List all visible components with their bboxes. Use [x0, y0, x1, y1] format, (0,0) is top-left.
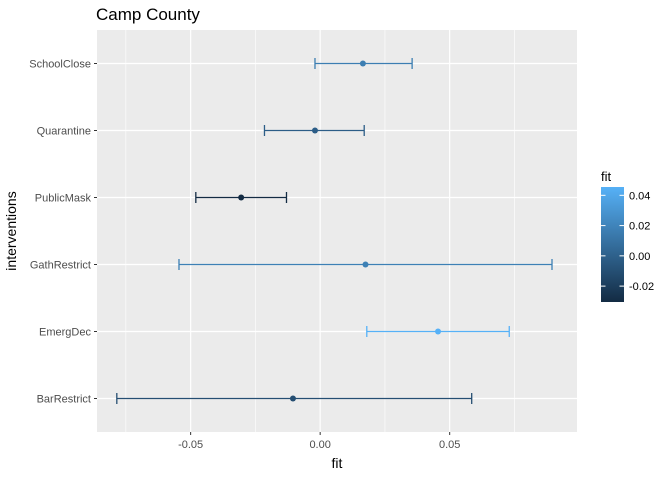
legend-colorbar: [601, 187, 624, 302]
point-PublicMask: [238, 194, 245, 201]
legend-title: fit: [601, 169, 612, 184]
grid-minor: [125, 30, 515, 432]
y-axis: SchoolClose Quarantine PublicMask GathRestr…: [29, 59, 97, 406]
point-GathRestrict: [362, 261, 369, 268]
legend: fit 0.04 0.02 0.00 -0.02: [601, 169, 654, 302]
chart-title: Camp County: [96, 5, 200, 24]
legend-tick-label: -0.02: [629, 281, 654, 293]
y-tick-label: PublicMask: [35, 193, 92, 205]
y-tick-label: BarRestrict: [37, 394, 91, 406]
x-axis-title: fit: [332, 455, 343, 471]
legend-tick-label: 0.00: [629, 251, 650, 263]
plot-panel: [97, 30, 577, 432]
point-SchoolClose: [359, 60, 366, 67]
point-Quarantine: [311, 127, 318, 134]
y-tick-label: Quarantine: [37, 126, 91, 138]
point-BarRestrict: [289, 395, 296, 402]
legend-tick-label: 0.02: [629, 221, 650, 233]
x-tick-label: 0.05: [439, 439, 460, 451]
y-tick-label: GathRestrict: [30, 260, 91, 272]
x-tick-label: 0.00: [309, 439, 330, 451]
y-axis-title: interventions: [3, 191, 19, 270]
legend-tick-label: 0.04: [629, 190, 650, 202]
y-tick-label: EmergDec: [39, 327, 91, 339]
legend-ticks: 0.04 0.02 0.00 -0.02: [601, 190, 654, 293]
y-tick-label: SchoolClose: [29, 59, 91, 71]
x-axis: -0.05 0.00 0.05: [178, 432, 460, 451]
x-tick-label: -0.05: [178, 439, 203, 451]
series: [116, 58, 553, 404]
point-EmergDec: [435, 328, 442, 335]
